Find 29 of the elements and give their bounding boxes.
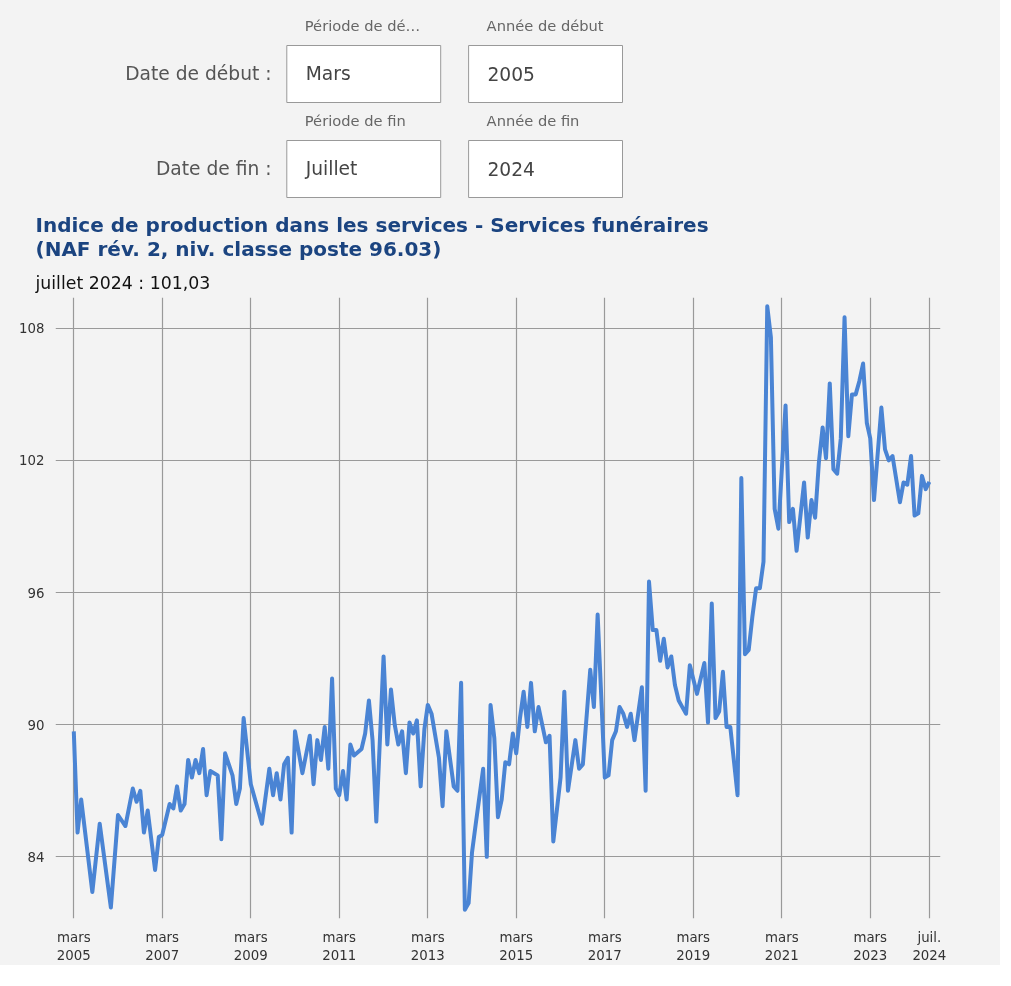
- y-tick-label: 96: [27, 585, 45, 601]
- text: Date de fin :: [155, 158, 272, 179]
- x-tick-label: mars 2013: [410, 929, 445, 963]
- chart-subtitle: juillet 2024 : 101,03: [34, 272, 211, 293]
- y-tick-label: 90: [27, 717, 45, 733]
- text: Juillet: [304, 158, 358, 179]
- y-tick-label: 84: [27, 849, 45, 865]
- x-tick-label: mars 2009: [233, 929, 268, 963]
- text: 2024: [487, 158, 535, 180]
- x-tick-label: mars 2017: [587, 929, 622, 963]
- x-tick-label: juil. 2024: [912, 929, 947, 963]
- x-tick-label: mars 2015: [499, 929, 534, 963]
- text: Période de dé…: [304, 17, 421, 34]
- text: 2005: [487, 63, 535, 85]
- chart-title: Indice de production dans les services - Services funéraires (NAF rév. 2, niv. classe poste 96.03): [35, 212, 709, 261]
- text: Mars: [305, 63, 351, 84]
- text: Année de début: [486, 17, 604, 34]
- x-tick-label: mars 2007: [145, 929, 180, 963]
- x-tick-label: mars 2005: [56, 929, 91, 963]
- y-tick-label: 102: [19, 453, 45, 469]
- text: Année de fin: [486, 112, 580, 129]
- x-tick-label: mars 2023: [853, 929, 888, 963]
- y-tick-label: 108: [19, 321, 45, 337]
- text: Période de fin: [304, 112, 406, 129]
- text: Date de début :: [125, 63, 272, 84]
- x-tick-label: mars 2011: [322, 929, 357, 963]
- line-series: [71, 304, 932, 912]
- x-tick-label: mars 2021: [764, 929, 799, 963]
- x-tick-label: mars 2019: [676, 929, 711, 963]
